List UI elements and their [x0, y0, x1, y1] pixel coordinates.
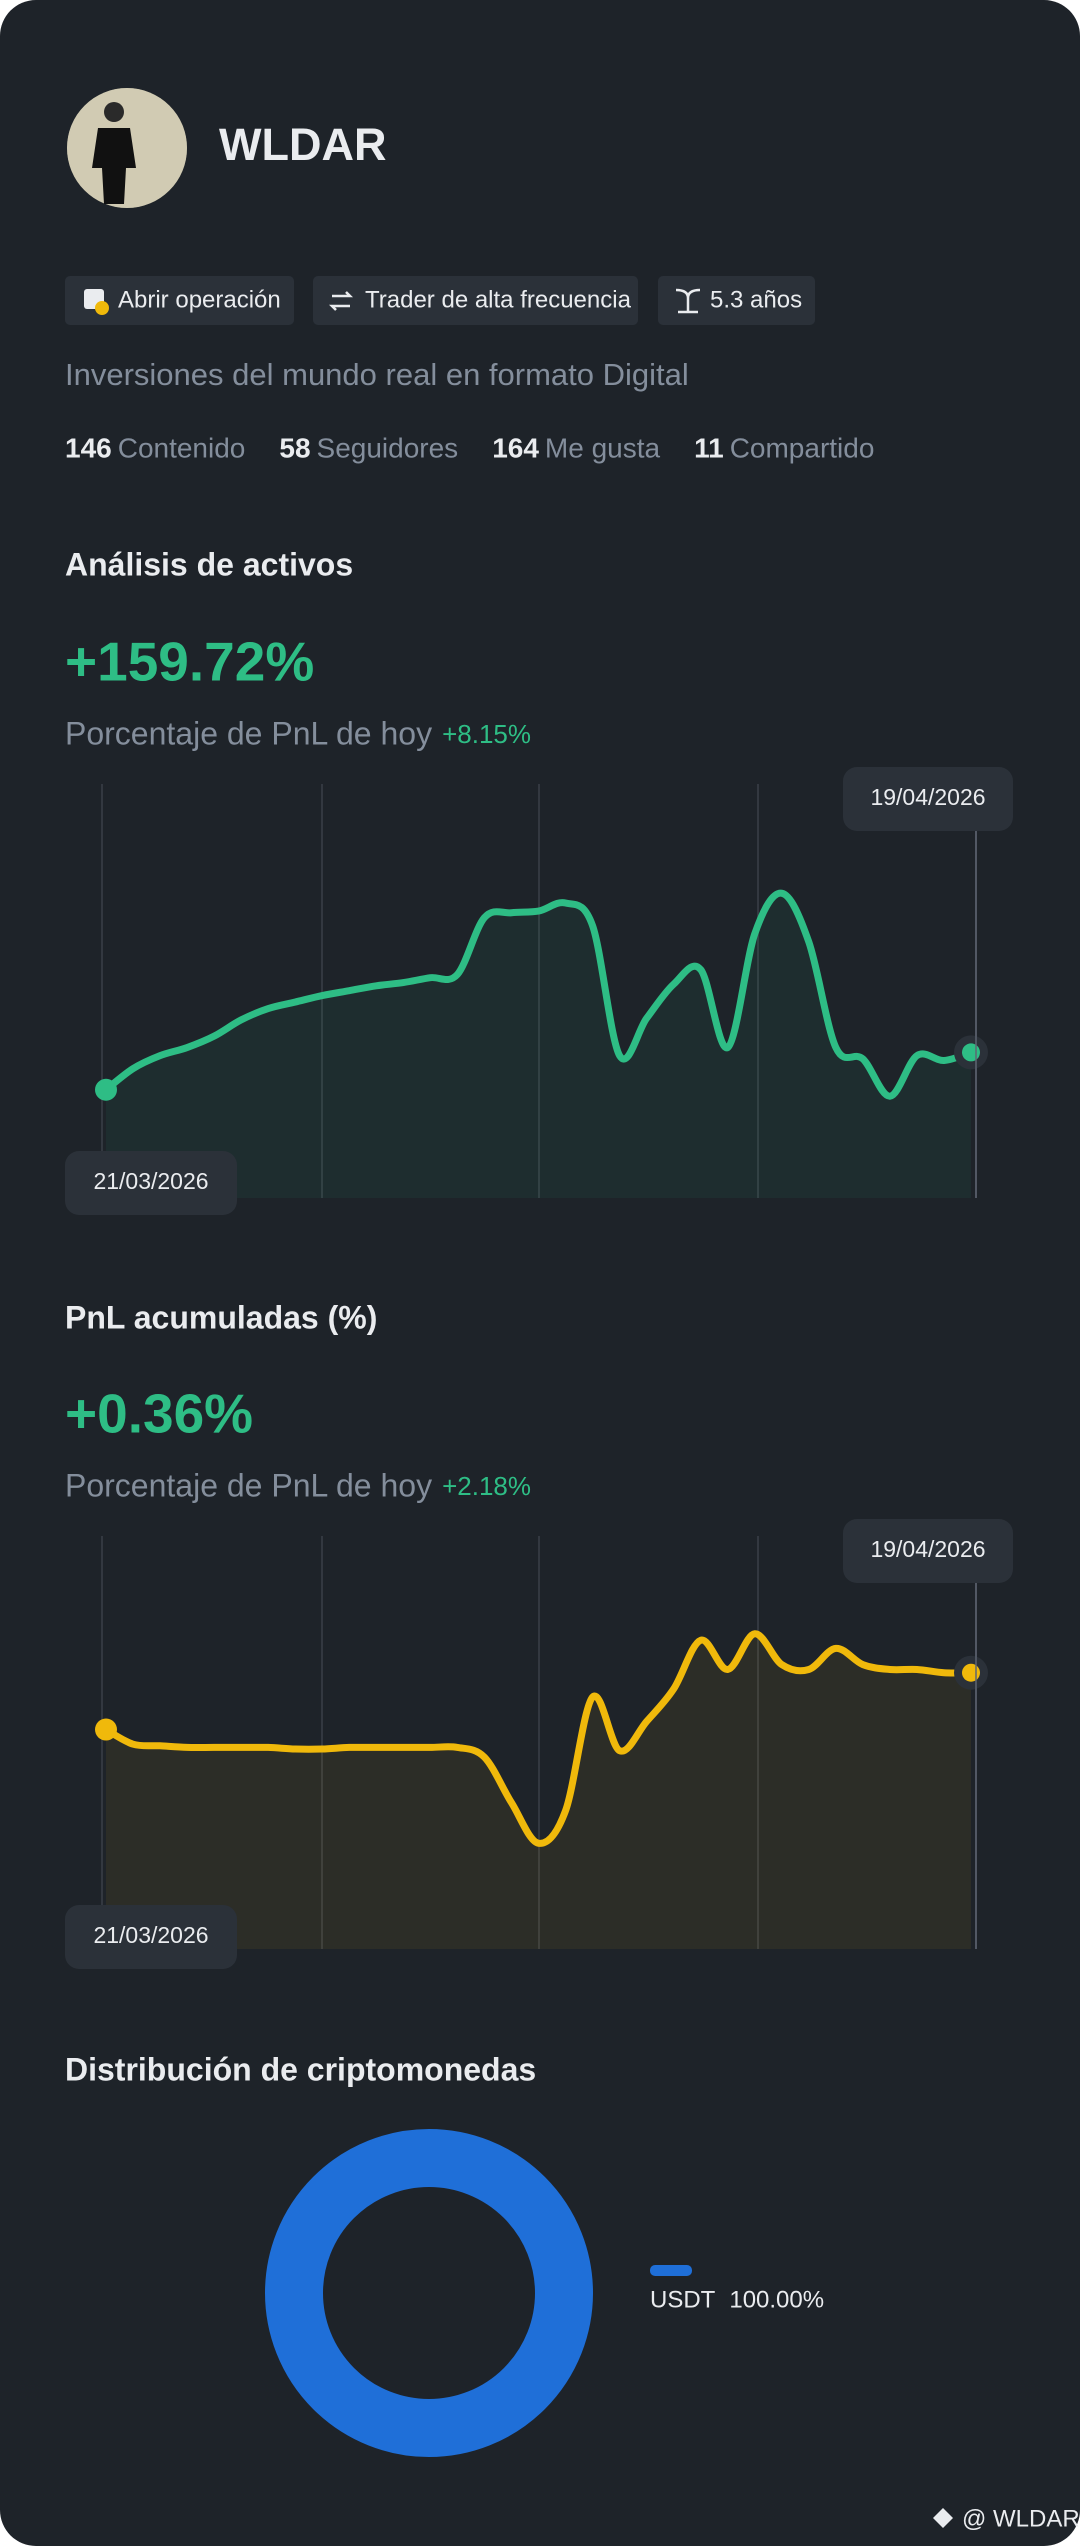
watermark-text: @ WLDAR — [962, 2505, 1080, 2532]
donut-segment — [265, 2129, 593, 2457]
legend-swatch — [650, 2265, 692, 2276]
today-value: +2.18% — [442, 1471, 531, 1501]
line-area — [106, 893, 971, 1198]
stat-label: Me gusta — [545, 432, 661, 463]
line — [104, 1630, 972, 1847]
tooltip — [843, 1519, 1013, 1583]
tag: Trader de alta frecuencia — [313, 276, 638, 325]
stat-label: Contenido — [118, 432, 246, 463]
section-title: Distribución de criptomonedas — [65, 2051, 536, 2087]
stat-value: 164 — [492, 432, 539, 463]
legend-label: USDT — [650, 2286, 716, 2313]
tooltip — [843, 767, 1013, 831]
pnl-chart: 19/04/2026 21/03/2026 — [65, 1519, 1013, 1969]
headline-value: +0.36% — [65, 1383, 253, 1445]
section-title: PnL acumuladas (%) — [65, 1299, 377, 1335]
tag-text: 5.3 años — [710, 286, 802, 313]
stat-value: 58 — [279, 432, 310, 463]
end-point — [962, 1663, 980, 1682]
tooltip — [65, 1905, 237, 1969]
bio: Inversiones del mundo real en formato Di… — [65, 357, 689, 392]
stats: 146 Contenido 58 Seguidores 164 Me gusta 11 Com… — [65, 432, 874, 463]
line-area — [106, 1633, 971, 1949]
profile-name: WLDAR — [219, 119, 386, 170]
stat-label: Compartido — [730, 432, 875, 463]
today-value: +8.15% — [442, 719, 531, 749]
stat-value: 11 — [694, 432, 724, 463]
donut-chart: USDT 100.00% — [265, 2129, 824, 2457]
tag-text: Trader de alta frecuencia — [365, 286, 632, 313]
stat-label: Seguidores — [317, 432, 459, 463]
legend-value: 100.00% — [729, 2286, 824, 2313]
stat-value: 146 — [65, 432, 112, 463]
tag: 5.3 años — [658, 276, 815, 325]
line — [103, 889, 973, 1100]
tooltip — [65, 1151, 237, 1215]
start-date: 21/03/2026 — [93, 1922, 208, 1948]
tag-text: Abrir operación — [118, 286, 281, 313]
subtitle: Porcentaje de PnL de hoy — [65, 715, 432, 751]
end-date: 19/04/2026 — [870, 1536, 985, 1562]
start-point — [95, 1718, 117, 1741]
avatar[interactable] — [67, 88, 187, 208]
section-title: Análisis de activos — [65, 546, 353, 582]
start-date: 21/03/2026 — [93, 1168, 208, 1194]
headline-value: +159.72% — [65, 631, 314, 693]
end-date: 19/04/2026 — [870, 784, 985, 810]
subtitle: Porcentaje de PnL de hoy — [65, 1467, 432, 1503]
tag: Abrir operación — [65, 276, 294, 325]
asset-chart: 19/04/2026 21/03/2026 — [65, 767, 1013, 1215]
start-point — [95, 1078, 117, 1101]
end-point — [962, 1043, 980, 1062]
watermark: @ WLDAR — [933, 2505, 1080, 2532]
